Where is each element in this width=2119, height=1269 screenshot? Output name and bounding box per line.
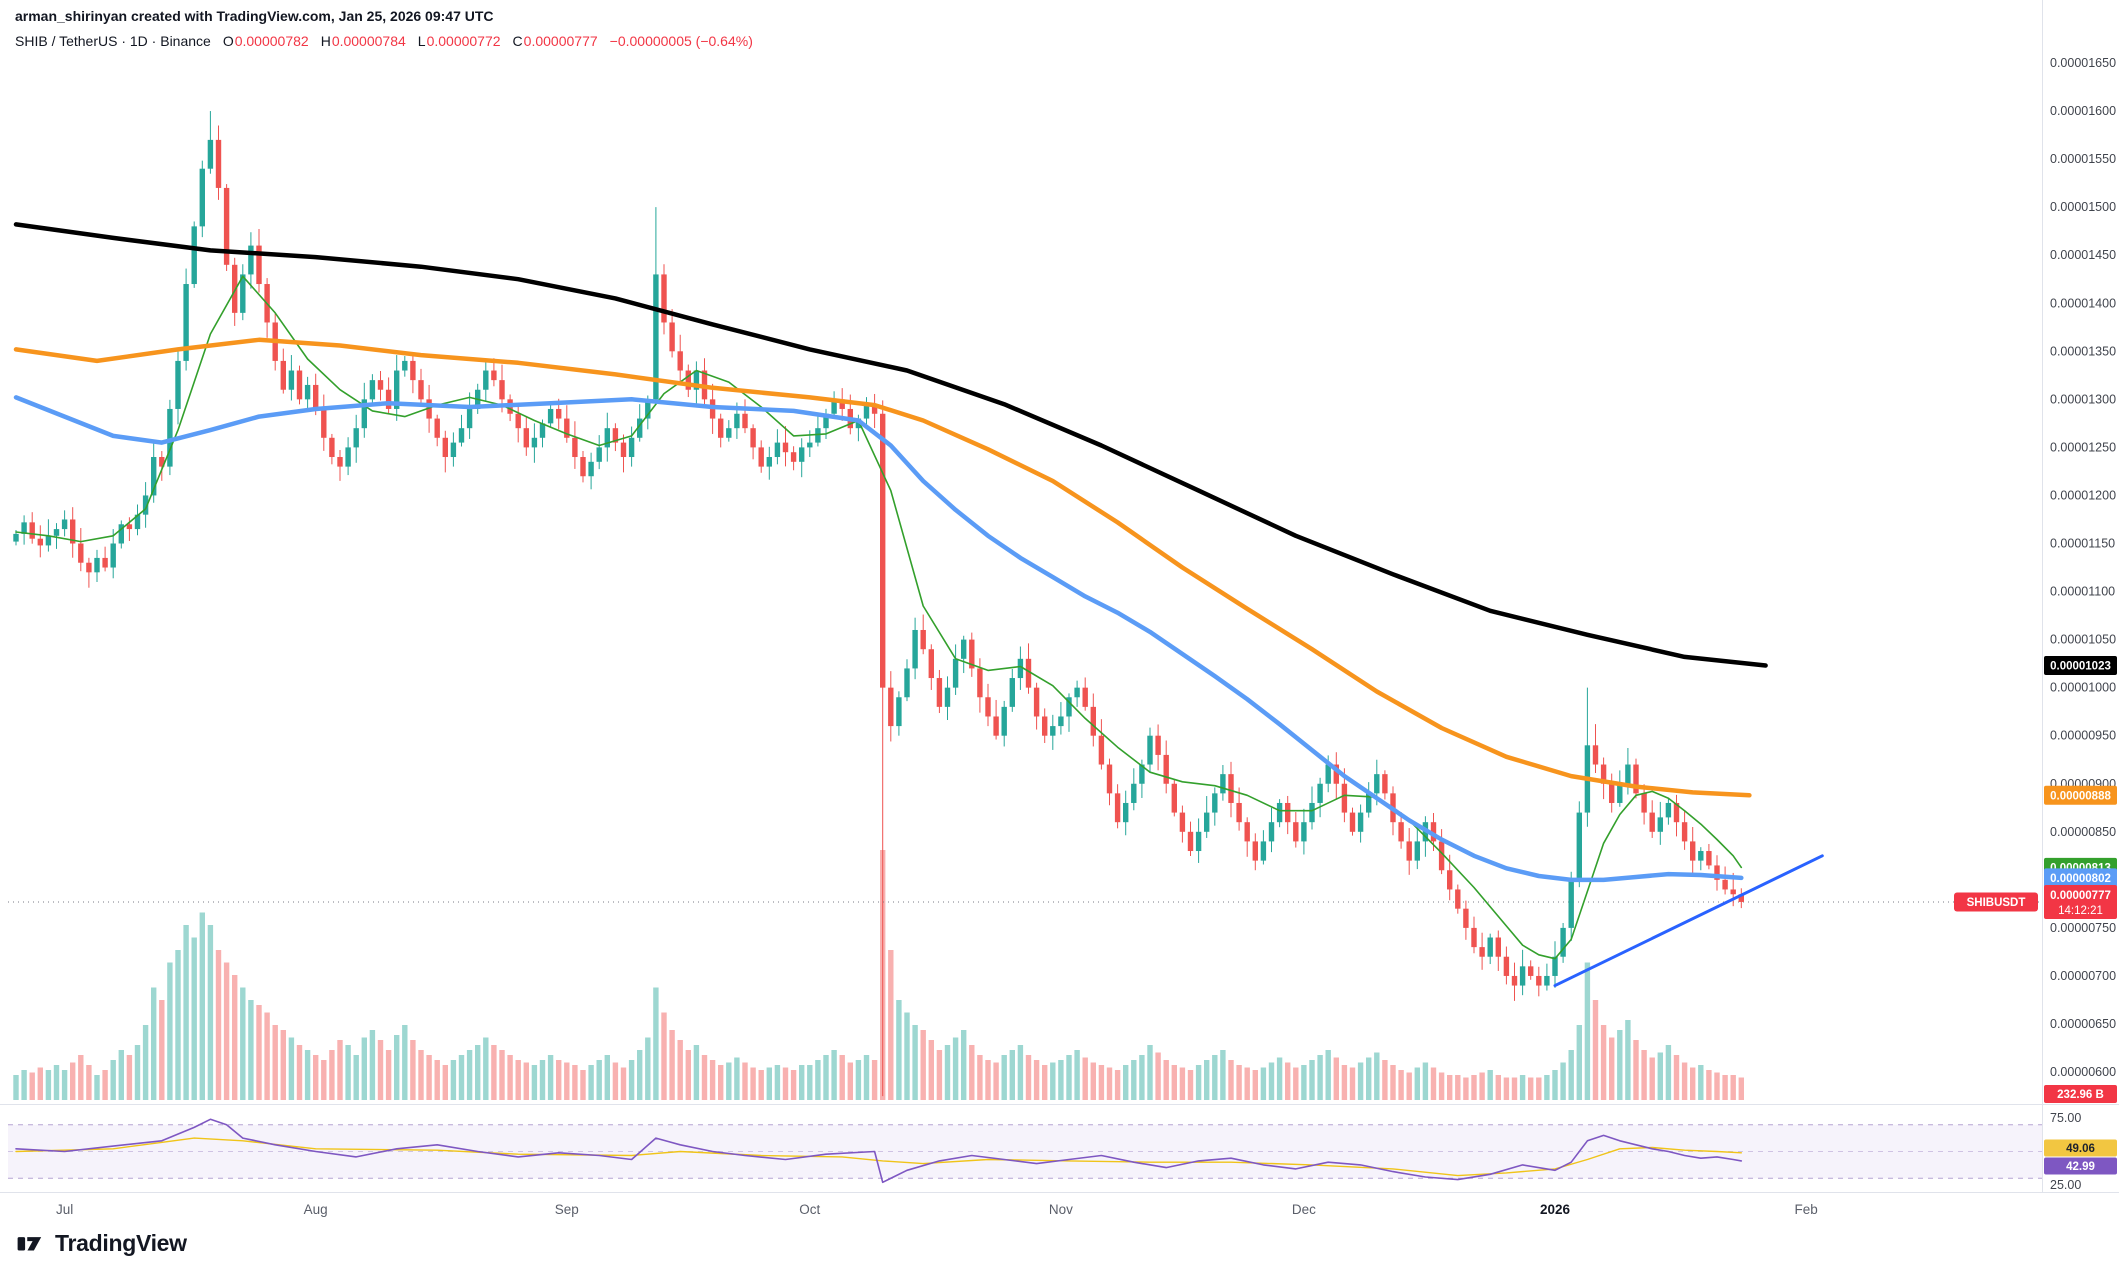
svg-text:0.00000650: 0.00000650 <box>2050 1017 2116 1031</box>
svg-text:232.96 B: 232.96 B <box>2057 1089 2104 1101</box>
svg-text:0.00000802: 0.00000802 <box>2050 873 2111 885</box>
svg-text:Feb: Feb <box>1794 1202 1817 1217</box>
attribution-bar: arman_shirinyan created with TradingView… <box>15 8 494 24</box>
svg-text:0.00000777: 0.00000777 <box>2050 890 2111 902</box>
change-value: −0.00000005 (−0.64%) <box>609 33 753 49</box>
pane-separators <box>0 0 2119 1193</box>
svg-text:0.00001650: 0.00001650 <box>2050 56 2116 70</box>
price-axis[interactable]: 0.00001650 0.00001600 0.00001550 0.00001500… <box>2050 56 2116 1192</box>
svg-text:14:12:21: 14:12:21 <box>2058 905 2103 917</box>
svg-text:2026: 2026 <box>1540 1202 1571 1217</box>
ohlc-open: O 0.00000782 <box>222 33 309 49</box>
svg-text:75.00: 75.00 <box>2050 1111 2081 1125</box>
svg-text:49.06: 49.06 <box>2066 1143 2095 1155</box>
svg-text:0.00001050: 0.00001050 <box>2050 633 2116 647</box>
svg-text:Aug: Aug <box>304 1202 328 1217</box>
svg-text:SHIBUSDT: SHIBUSDT <box>1967 897 2026 909</box>
svg-text:Sep: Sep <box>555 1202 579 1217</box>
svg-text:0.00001600: 0.00001600 <box>2050 104 2116 118</box>
svg-text:0.00001550: 0.00001550 <box>2050 152 2116 166</box>
svg-text:0.00000950: 0.00000950 <box>2050 729 2116 743</box>
svg-text:25.00: 25.00 <box>2050 1178 2081 1192</box>
svg-text:Jul: Jul <box>56 1202 73 1217</box>
svg-text:Nov: Nov <box>1049 1202 1073 1217</box>
ohlc-low: L 0.00000772 <box>417 33 501 49</box>
symbol-legend: SHIB / TetherUS · 1D · Binance O 0.000007… <box>15 33 753 49</box>
current-price-badge <box>2044 884 2117 919</box>
svg-text:0.00001300: 0.00001300 <box>2050 392 2116 406</box>
symbol-chip <box>1954 892 2038 912</box>
svg-text:42.99: 42.99 <box>2066 1161 2095 1173</box>
svg-text:0.00001023: 0.00001023 <box>2050 661 2111 673</box>
axis-badges: 0.000010230.000008880.000008130.00000802… <box>1954 656 2117 1175</box>
svg-text:Oct: Oct <box>799 1202 820 1217</box>
ohlc-close: C 0.00000777 <box>512 33 598 49</box>
tradingview-logo[interactable]: TradingView <box>16 1228 187 1258</box>
moving-averages <box>13 222 1768 960</box>
svg-text:0.00001450: 0.00001450 <box>2050 248 2116 262</box>
svg-text:0.00001350: 0.00001350 <box>2050 344 2116 358</box>
tradingview-wordmark: TradingView <box>55 1229 187 1256</box>
svg-text:0.00001250: 0.00001250 <box>2050 440 2116 454</box>
svg-text:0.00001400: 0.00001400 <box>2050 296 2116 310</box>
volume-bars <box>13 850 1744 1100</box>
rsi-lines <box>15 1118 1743 1184</box>
svg-text:0.00001150: 0.00001150 <box>2050 537 2115 551</box>
trendline[interactable] <box>1553 854 1824 988</box>
svg-text:0.00000850: 0.00000850 <box>2050 825 2116 839</box>
svg-text:0.00000600: 0.00000600 <box>2050 1065 2116 1079</box>
svg-text:0.00001200: 0.00001200 <box>2050 488 2116 502</box>
svg-text:0.00001100: 0.00001100 <box>2050 585 2115 599</box>
svg-text:0.00001500: 0.00001500 <box>2050 200 2116 214</box>
time-axis[interactable]: Jul Aug Sep Oct Nov Dec 2026 Feb <box>56 1202 1818 1217</box>
svg-text:Dec: Dec <box>1292 1202 1316 1217</box>
svg-text:0.00000888: 0.00000888 <box>2050 790 2111 802</box>
symbol-title[interactable]: SHIB / TetherUS · 1D · Binance <box>15 33 211 49</box>
tradingview-logo-icon <box>17 1237 42 1251</box>
svg-text:0.00000750: 0.00000750 <box>2050 921 2116 935</box>
svg-text:0.00000700: 0.00000700 <box>2050 969 2116 983</box>
svg-text:0.00001000: 0.00001000 <box>2050 681 2116 695</box>
candles-layer <box>13 111 1744 1097</box>
ohlc-high: H 0.00000784 <box>320 33 406 49</box>
